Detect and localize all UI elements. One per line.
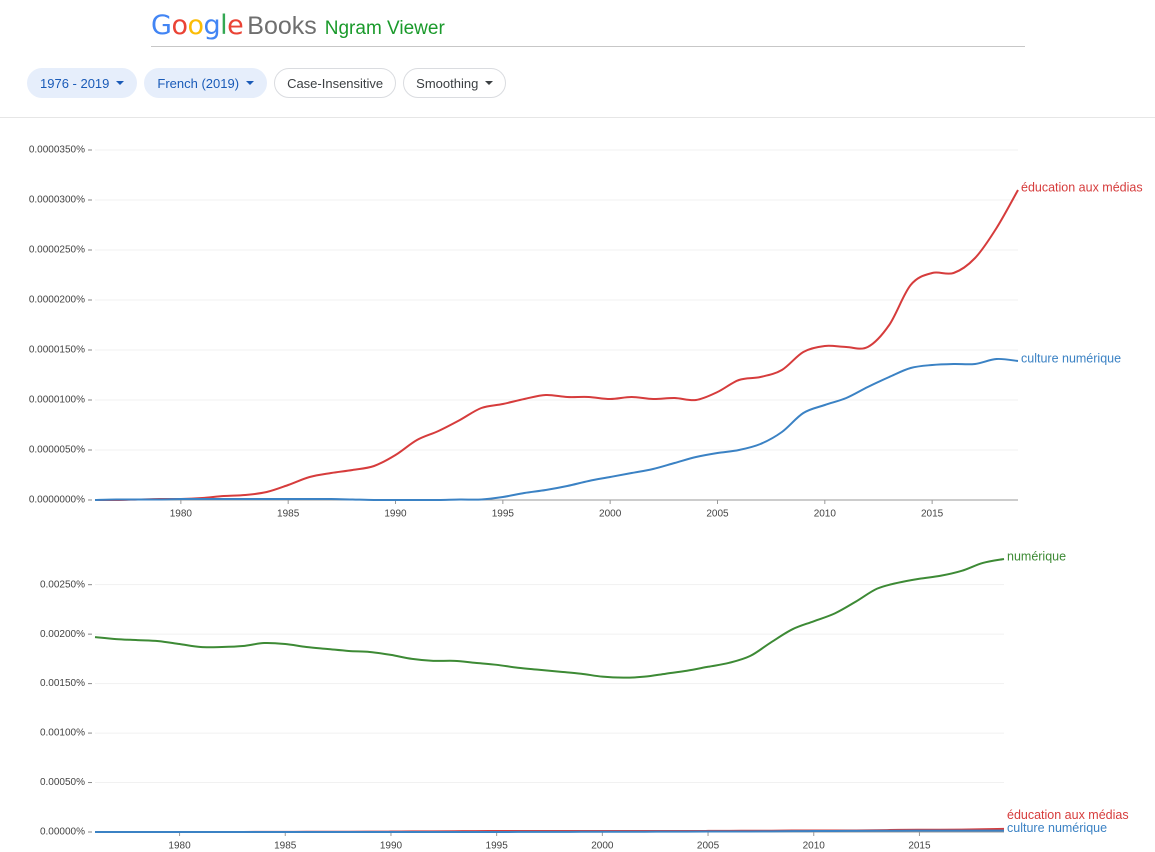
y-tick-label: 0.0000050% <box>29 445 85 456</box>
y-tick-label: 0.0000200% <box>29 295 85 306</box>
product: Books <box>247 12 317 40</box>
control-label: Case-Insensitive <box>287 75 384 91</box>
control-button[interactable]: French (2019) <box>144 68 268 98</box>
header: Google Books Ngram Viewer <box>151 10 1025 47</box>
dropdown-caret <box>246 81 255 85</box>
y-tick-label: 0.00250% <box>40 579 85 590</box>
y-tick-label: 0.0000250% <box>29 245 85 256</box>
control-label: 1976 - 2019 <box>40 75 110 91</box>
y-tick-label: 0.0000350% <box>29 145 85 156</box>
dropdown-caret <box>116 81 125 85</box>
y-tick-label: 0.0000150% <box>29 345 85 356</box>
x-tick-label: 2000 <box>599 509 622 520</box>
x-tick-label: 2005 <box>706 509 729 520</box>
control-label: French (2019) <box>157 75 240 91</box>
series-label: numérique <box>1007 549 1066 563</box>
x-tick-label: 2005 <box>697 841 720 852</box>
control-button[interactable]: Case-Insensitive <box>274 68 397 98</box>
x-tick-label: 2010 <box>814 509 837 520</box>
x-tick-label: 2010 <box>803 841 826 852</box>
x-tick-label: 1985 <box>277 509 300 520</box>
y-tick-label: 0.00100% <box>40 728 85 739</box>
x-tick-label: 1990 <box>384 509 407 520</box>
app-title: Ngram Viewer <box>324 18 445 39</box>
y-tick-label: 0.00000% <box>40 827 85 838</box>
control-label: Smoothing <box>416 75 479 91</box>
dropdown-caret <box>485 81 494 85</box>
x-tick-label: 2015 <box>921 509 944 520</box>
series-label: culture numérique <box>1007 821 1107 835</box>
y-tick-label: 0.0000000% <box>29 495 85 506</box>
x-tick-label: 2015 <box>908 841 931 852</box>
series-line <box>94 557 1005 679</box>
x-tick-label: 1985 <box>274 841 297 852</box>
x-tick-label: 1980 <box>170 509 193 520</box>
x-tick-label: 1995 <box>486 841 509 852</box>
y-tick-label: 0.0000100% <box>29 395 85 406</box>
y-tick-label: 0.00150% <box>40 678 85 689</box>
x-tick-label: 2000 <box>591 841 614 852</box>
x-tick-label: 1995 <box>492 509 515 520</box>
control-button[interactable]: 1976 - 2019 <box>27 68 138 98</box>
series-label: éducation aux médias <box>1021 180 1143 194</box>
control-button[interactable]: Smoothing <box>403 68 507 98</box>
series-label: culture numérique <box>1021 351 1121 365</box>
x-tick-label: 1990 <box>380 841 403 852</box>
y-tick-label: 0.0000300% <box>29 195 85 206</box>
y-tick-label: 0.00200% <box>40 629 85 640</box>
x-tick-label: 1980 <box>168 841 191 852</box>
divider <box>0 117 1155 118</box>
logo[interactable]: Google <box>151 10 244 41</box>
y-tick-label: 0.00050% <box>40 777 85 788</box>
controls: 1976 - 2019 French (2019) Case-Insensitive… <box>27 68 507 98</box>
series-line <box>94 829 1005 834</box>
series-line <box>94 189 1019 502</box>
series-label: éducation aux médias <box>1007 808 1129 822</box>
series-line <box>94 357 1019 502</box>
